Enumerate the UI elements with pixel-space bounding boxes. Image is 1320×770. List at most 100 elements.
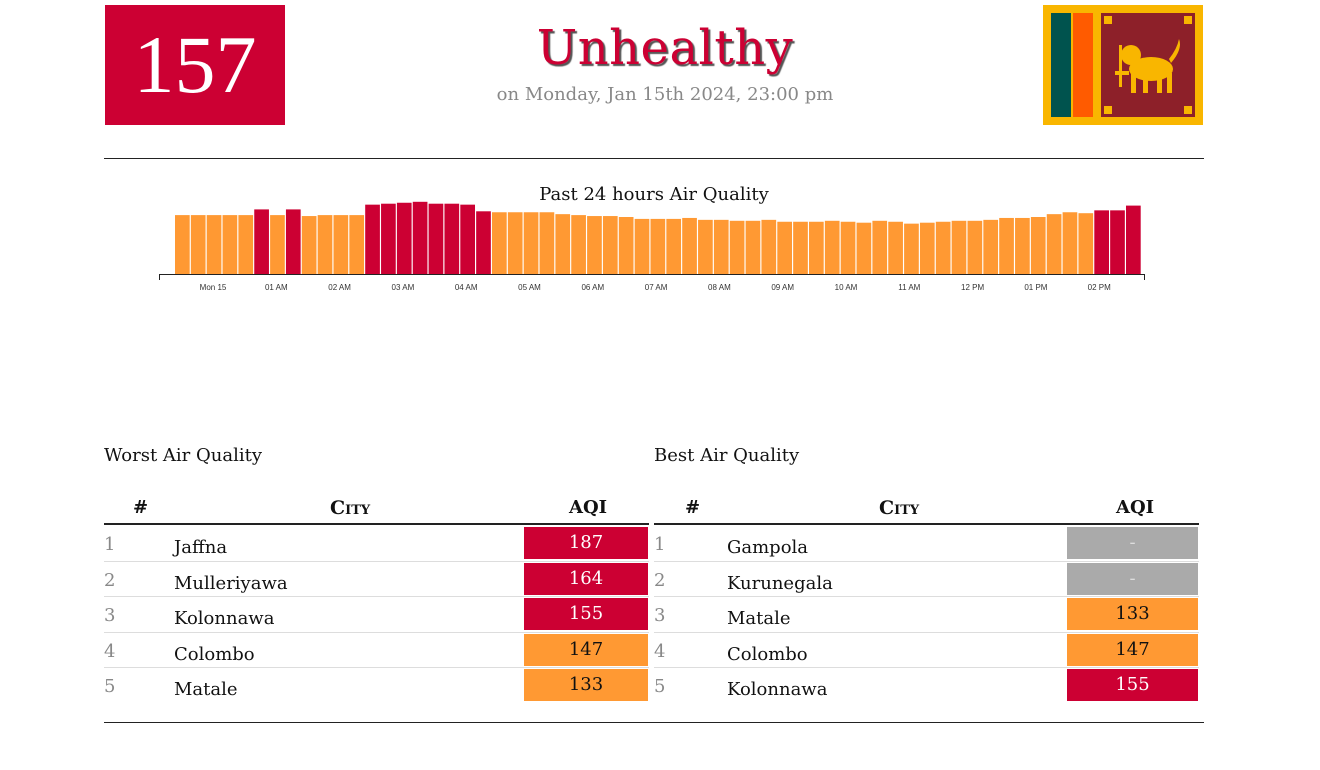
chart-bar[interactable]: [523, 212, 539, 274]
chart-bar[interactable]: [1078, 213, 1094, 274]
city-name-link[interactable]: Colombo: [727, 643, 808, 665]
chart-bar[interactable]: [1046, 214, 1062, 274]
chart-bar[interactable]: [285, 209, 301, 274]
city-name-link[interactable]: Kurunegala: [727, 572, 833, 594]
chart-bar[interactable]: [365, 204, 380, 274]
chart-bar[interactable]: [761, 219, 777, 274]
chart-bar[interactable]: [190, 215, 206, 274]
chart-bar[interactable]: [238, 215, 254, 274]
chart-bar[interactable]: [555, 214, 571, 274]
chart-bar[interactable]: [444, 203, 460, 274]
table-row[interactable]: 4 Colombo 147: [104, 631, 649, 667]
chart-bar[interactable]: [317, 215, 333, 274]
chart-bar[interactable]: [301, 216, 317, 274]
city-name-link[interactable]: Colombo: [174, 643, 255, 665]
table-row[interactable]: 3 Kolonnawa 155: [104, 596, 649, 631]
chart-title: Past 24 hours Air Quality: [539, 184, 769, 205]
rank-column-header: #: [133, 497, 149, 518]
chart-bar[interactable]: [682, 217, 697, 274]
chart-bar[interactable]: [428, 203, 444, 274]
chart-bar[interactable]: [904, 223, 919, 274]
header-divider: [104, 158, 1204, 159]
chart-bar[interactable]: [951, 220, 967, 274]
chart-bar[interactable]: [856, 222, 872, 274]
city-name-link[interactable]: Matale: [727, 608, 791, 629]
chart-bar[interactable]: [539, 212, 555, 274]
chart-bar[interactable]: [412, 201, 428, 274]
city-name-link[interactable]: Kolonnawa: [727, 679, 828, 700]
chart-bar[interactable]: [254, 209, 269, 274]
chart-bar[interactable]: [492, 212, 507, 274]
table-row[interactable]: 2 Kurunegala -: [654, 560, 1199, 596]
aqi-column-header: AQI: [569, 497, 608, 518]
chart-bar[interactable]: [571, 215, 586, 274]
chart-bar[interactable]: [618, 217, 634, 274]
rank-cell: 2: [654, 569, 666, 591]
chart-bar[interactable]: [270, 215, 285, 274]
table-header-line: [654, 523, 1199, 525]
table-row[interactable]: 1 Jaffna 187: [104, 525, 649, 560]
table-row[interactable]: 1 Gampola -: [654, 525, 1199, 560]
chart-tick-label: 07 AM: [645, 283, 668, 292]
chart-bar[interactable]: [967, 220, 983, 274]
chart-bar[interactable]: [602, 216, 618, 274]
chart-bar[interactable]: [634, 218, 650, 274]
table-row[interactable]: 5 Matale 133: [104, 667, 649, 702]
chart-bar[interactable]: [824, 220, 840, 274]
city-name-link[interactable]: Mulleriyawa: [174, 572, 288, 594]
chart-bar[interactable]: [999, 217, 1014, 274]
chart-bar[interactable]: [222, 215, 238, 274]
row-divider: [104, 560, 649, 562]
row-divider: [654, 667, 1199, 668]
chart-bar[interactable]: [1062, 212, 1078, 274]
aqi-value-cell: 133: [1067, 598, 1198, 630]
aqi-history-chart: Mon 15 01 AM 02 AM 03 AM 04 AM 05 AM 06 AM 07 A…: [159, 201, 1145, 292]
chart-bar[interactable]: [888, 221, 903, 274]
chart-bar[interactable]: [1094, 210, 1109, 274]
aqi-value-badge: 157: [105, 5, 285, 125]
table-row[interactable]: 2 Mulleriyawa 164: [104, 560, 649, 596]
chart-tick-label: 02 AM: [328, 283, 351, 292]
chart-bar[interactable]: [840, 221, 856, 274]
table-row[interactable]: 5 Kolonnawa 155: [654, 667, 1199, 702]
chart-bar[interactable]: [206, 215, 222, 274]
chart-bar[interactable]: [507, 212, 523, 274]
chart-bar[interactable]: [381, 203, 396, 274]
city-name-link[interactable]: Gampola: [727, 537, 809, 558]
city-name-link[interactable]: Matale: [174, 679, 238, 700]
chart-bar[interactable]: [1015, 217, 1030, 274]
chart-bar[interactable]: [777, 221, 792, 274]
chart-bar[interactable]: [666, 218, 682, 274]
chart-bar[interactable]: [809, 221, 824, 274]
chart-bar[interactable]: [983, 219, 999, 274]
table-row[interactable]: 3 Matale 133: [654, 596, 1199, 631]
chart-bar[interactable]: [476, 211, 491, 274]
best-section-title: Best Air Quality: [654, 445, 800, 466]
chart-bar[interactable]: [935, 221, 951, 274]
chart-bar[interactable]: [698, 219, 713, 274]
rank-cell: 5: [104, 676, 116, 697]
city-name-link[interactable]: Kolonnawa: [174, 608, 275, 629]
chart-bar[interactable]: [872, 220, 888, 274]
chart-bar[interactable]: [745, 220, 761, 274]
chart-bar[interactable]: [793, 221, 808, 274]
chart-bar[interactable]: [919, 222, 935, 274]
chart-bar[interactable]: [396, 202, 412, 274]
chart-bar[interactable]: [1110, 210, 1125, 274]
aqi-value-cell: -: [1067, 562, 1198, 595]
chart-bar[interactable]: [729, 220, 745, 274]
chart-tick-label: 06 AM: [581, 283, 604, 292]
chart-bar[interactable]: [349, 215, 365, 274]
city-name-link[interactable]: Jaffna: [174, 537, 228, 558]
chart-bar[interactable]: [333, 215, 349, 274]
chart-bar[interactable]: [650, 218, 666, 274]
chart-bar[interactable]: [713, 219, 729, 274]
chart-bar[interactable]: [1126, 205, 1141, 274]
chart-bar[interactable]: [587, 216, 602, 274]
rank-cell: 1: [104, 534, 116, 555]
chart-bar[interactable]: [175, 215, 190, 274]
chart-tick-label: 02 PM: [1088, 283, 1111, 292]
table-row[interactable]: 4 Colombo 147: [654, 631, 1199, 667]
chart-bar[interactable]: [460, 204, 475, 274]
chart-bar[interactable]: [1030, 217, 1046, 274]
